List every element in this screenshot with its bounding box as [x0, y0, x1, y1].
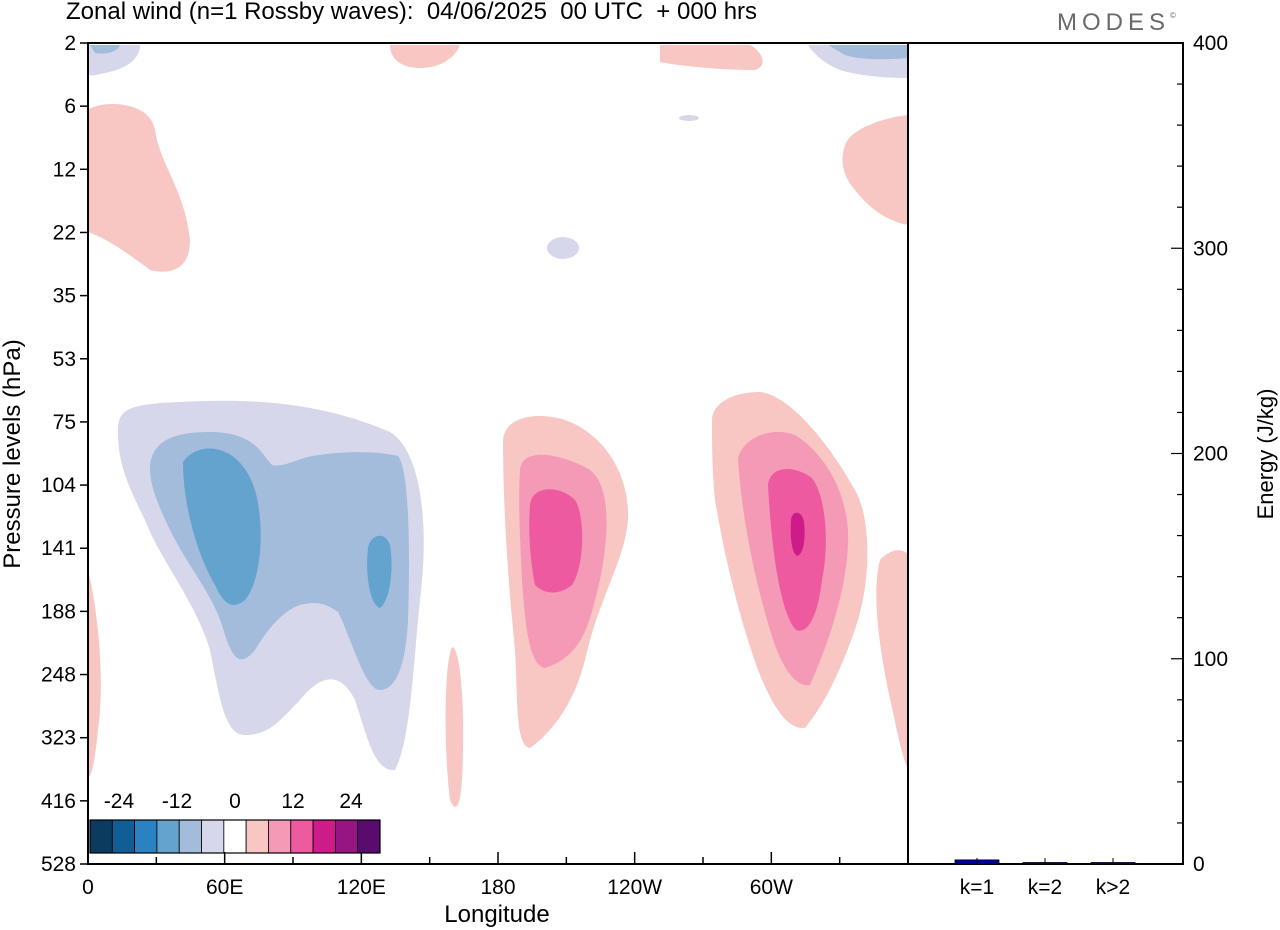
contour-positive-leftedge: [88, 570, 101, 778]
y-tick-label: 75: [53, 411, 76, 434]
y-tick-label: 528: [41, 853, 76, 876]
energy-tick-label: 0: [1193, 853, 1205, 876]
colorbar-swatch: [312, 819, 336, 854]
x-tick-label: 60W: [750, 876, 793, 899]
y-tick-label: 188: [41, 600, 76, 623]
x-axis: 0 60E 120E 180 120W 60W: [82, 852, 909, 899]
bar-category-label: k>2: [1096, 876, 1130, 899]
colorbar-swatch: [268, 819, 292, 854]
colorbar-label: -12: [162, 790, 192, 813]
bar-frame: [907, 42, 1184, 865]
contour-negative-topleft-inner: [90, 45, 120, 54]
contour-negative-level3-small: [367, 535, 392, 608]
bar-category-label: k=1: [960, 876, 994, 899]
colorbar-label: 12: [281, 790, 304, 813]
contour-positive-topright: [842, 115, 908, 225]
contour-positive-right-level4: [790, 512, 805, 556]
energy-tick-label: 400: [1193, 32, 1228, 55]
bar-category-label: k=2: [1028, 876, 1062, 899]
contour-positive-top-mid: [390, 45, 460, 68]
contour-negative-level3: [183, 448, 261, 605]
contour-positive-topleft: [88, 104, 190, 272]
y-axis: 2 6 12 22 35 53 75 104 141 188 248 323 416 528: [41, 32, 88, 876]
colorbar-swatch: [201, 819, 225, 854]
energy-axis: 0 100 200 300 400: [1171, 32, 1228, 876]
colorbar-label: 0: [229, 790, 241, 813]
x-tick-label: 60E: [206, 876, 243, 899]
modes-logo: MODES©: [1057, 9, 1176, 37]
colorbar-outline: [89, 819, 381, 854]
brand-mark: ©: [1170, 11, 1176, 20]
chart-title: Zonal wind (n=1 Rossby waves): 04/06/202…: [66, 0, 758, 25]
y-tick-label: 12: [53, 158, 76, 181]
brand-text: MODES: [1057, 9, 1171, 36]
contour-negative-topright-inner: [828, 45, 908, 60]
contour-positive-thin: [445, 647, 464, 807]
colorbar-swatch: [134, 819, 158, 854]
x-tick-label: 120E: [337, 876, 386, 899]
colorbar-swatch: [89, 819, 113, 854]
contour-positive-level3: [529, 489, 583, 593]
colorbar-swatch: [245, 819, 269, 854]
colorbar-swatch: [334, 819, 359, 854]
colorbar-swatch: [111, 819, 136, 854]
colorbar-label: -24: [104, 790, 135, 813]
y-axis-label: Pressure levels (hPa): [0, 339, 26, 568]
contour-positive-top-right-mid: [660, 45, 763, 70]
x-axis-label: Longitude: [444, 901, 549, 928]
contour-positive-rightedge: [876, 550, 908, 770]
colorbar-swatch: [290, 819, 314, 854]
colorbar-swatch: [178, 819, 202, 854]
colorbar-swatch: [357, 819, 381, 854]
colorbar-swatch: [156, 819, 180, 854]
energy-axis-label: Energy (J/kg): [1253, 389, 1278, 520]
y-tick-label: 6: [64, 95, 76, 118]
y-tick-label: 141: [41, 537, 76, 560]
y-tick-label: 416: [41, 790, 76, 813]
x-tick-label: 0: [82, 876, 94, 899]
energy-tick-label: 300: [1193, 237, 1228, 260]
y-tick-label: 323: [41, 727, 76, 750]
contour-negative-blob1: [547, 237, 579, 259]
x-tick-label: 180: [480, 876, 515, 899]
wind-contours: [88, 45, 908, 864]
energy-tick-label: 100: [1193, 648, 1228, 671]
colorbar: -24 -12 0 12 24: [80, 780, 386, 864]
y-tick-label: 2: [64, 32, 76, 55]
y-tick-label: 248: [41, 664, 76, 687]
x-tick-label: 120W: [607, 876, 662, 899]
y-tick-label: 22: [53, 221, 76, 244]
colorbar-swatch: [223, 819, 247, 854]
y-tick-label: 53: [53, 348, 76, 371]
contour-negative-blob2: [679, 115, 699, 121]
energy-bars: k=1 k=2 k>2: [954, 858, 1136, 899]
y-tick-label: 104: [41, 474, 76, 497]
y-tick-label: 35: [53, 285, 76, 308]
colorbar-label: 24: [339, 790, 363, 813]
energy-tick-label: 200: [1193, 443, 1228, 466]
